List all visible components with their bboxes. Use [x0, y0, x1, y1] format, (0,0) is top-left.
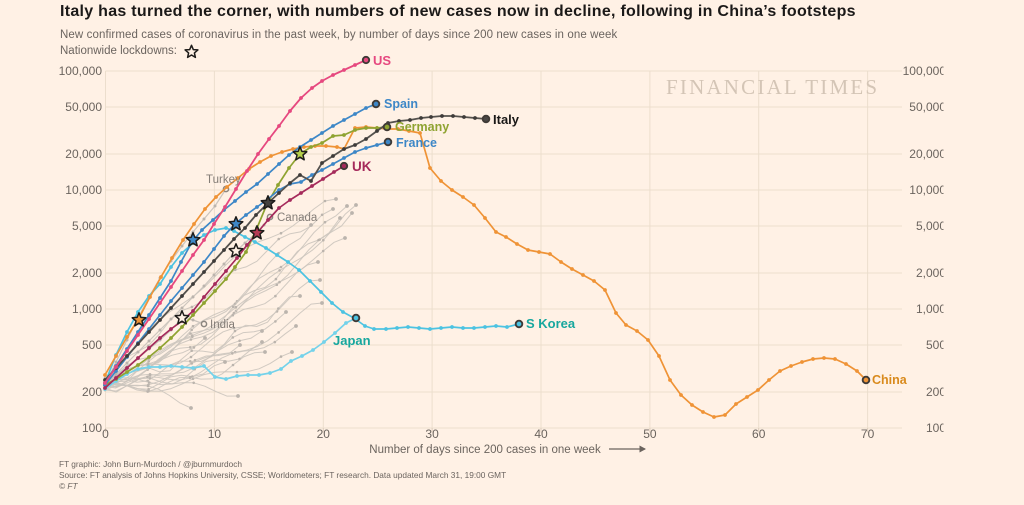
svg-text:100,000: 100,000 — [903, 64, 947, 78]
svg-text:5,000: 5,000 — [72, 219, 102, 233]
svg-text:1,000: 1,000 — [72, 302, 102, 316]
svg-text:Italy: Italy — [493, 112, 520, 127]
svg-text:40: 40 — [534, 427, 548, 441]
svg-text:S Korea: S Korea — [526, 316, 576, 331]
svg-text:5,000: 5,000 — [916, 219, 946, 233]
svg-text:10: 10 — [208, 427, 222, 441]
svg-text:100,000: 100,000 — [59, 64, 103, 78]
svg-text:France: France — [396, 136, 437, 150]
svg-text:Germany: Germany — [395, 120, 449, 134]
svg-text:India: India — [210, 319, 236, 331]
svg-text:50,000: 50,000 — [909, 100, 946, 114]
svg-text:50: 50 — [643, 427, 657, 441]
svg-text:20: 20 — [317, 427, 331, 441]
svg-text:10,000: 10,000 — [909, 183, 946, 197]
svg-text:Japan: Japan — [333, 333, 371, 348]
svg-text:10,000: 10,000 — [65, 183, 102, 197]
svg-text:Number of days since 200 cases: Number of days since 200 cases in one we… — [369, 444, 601, 456]
svg-text:US: US — [373, 53, 391, 68]
svg-text:60: 60 — [752, 427, 766, 441]
svg-text:30: 30 — [425, 427, 439, 441]
svg-text:0: 0 — [102, 427, 109, 441]
svg-text:20,000: 20,000 — [909, 147, 946, 161]
svg-text:20,000: 20,000 — [65, 147, 102, 161]
svg-text:Canada: Canada — [277, 212, 318, 224]
svg-text:China: China — [872, 373, 908, 387]
svg-text:200: 200 — [926, 385, 946, 399]
svg-text:100: 100 — [82, 421, 102, 435]
svg-text:UK: UK — [352, 159, 372, 174]
svg-text:500: 500 — [82, 338, 102, 352]
svg-text:50,000: 50,000 — [65, 100, 102, 114]
svg-text:2,000: 2,000 — [72, 266, 102, 280]
svg-text:Turkey: Turkey — [206, 174, 241, 186]
svg-text:100: 100 — [926, 421, 946, 435]
svg-text:1,000: 1,000 — [916, 302, 946, 316]
svg-text:FINANCIAL TIMES: FINANCIAL TIMES — [666, 75, 879, 99]
svg-text:200: 200 — [82, 385, 102, 399]
svg-text:70: 70 — [861, 427, 875, 441]
svg-text:Spain: Spain — [384, 97, 418, 111]
svg-text:2,000: 2,000 — [916, 266, 946, 280]
svg-text:500: 500 — [926, 338, 946, 352]
